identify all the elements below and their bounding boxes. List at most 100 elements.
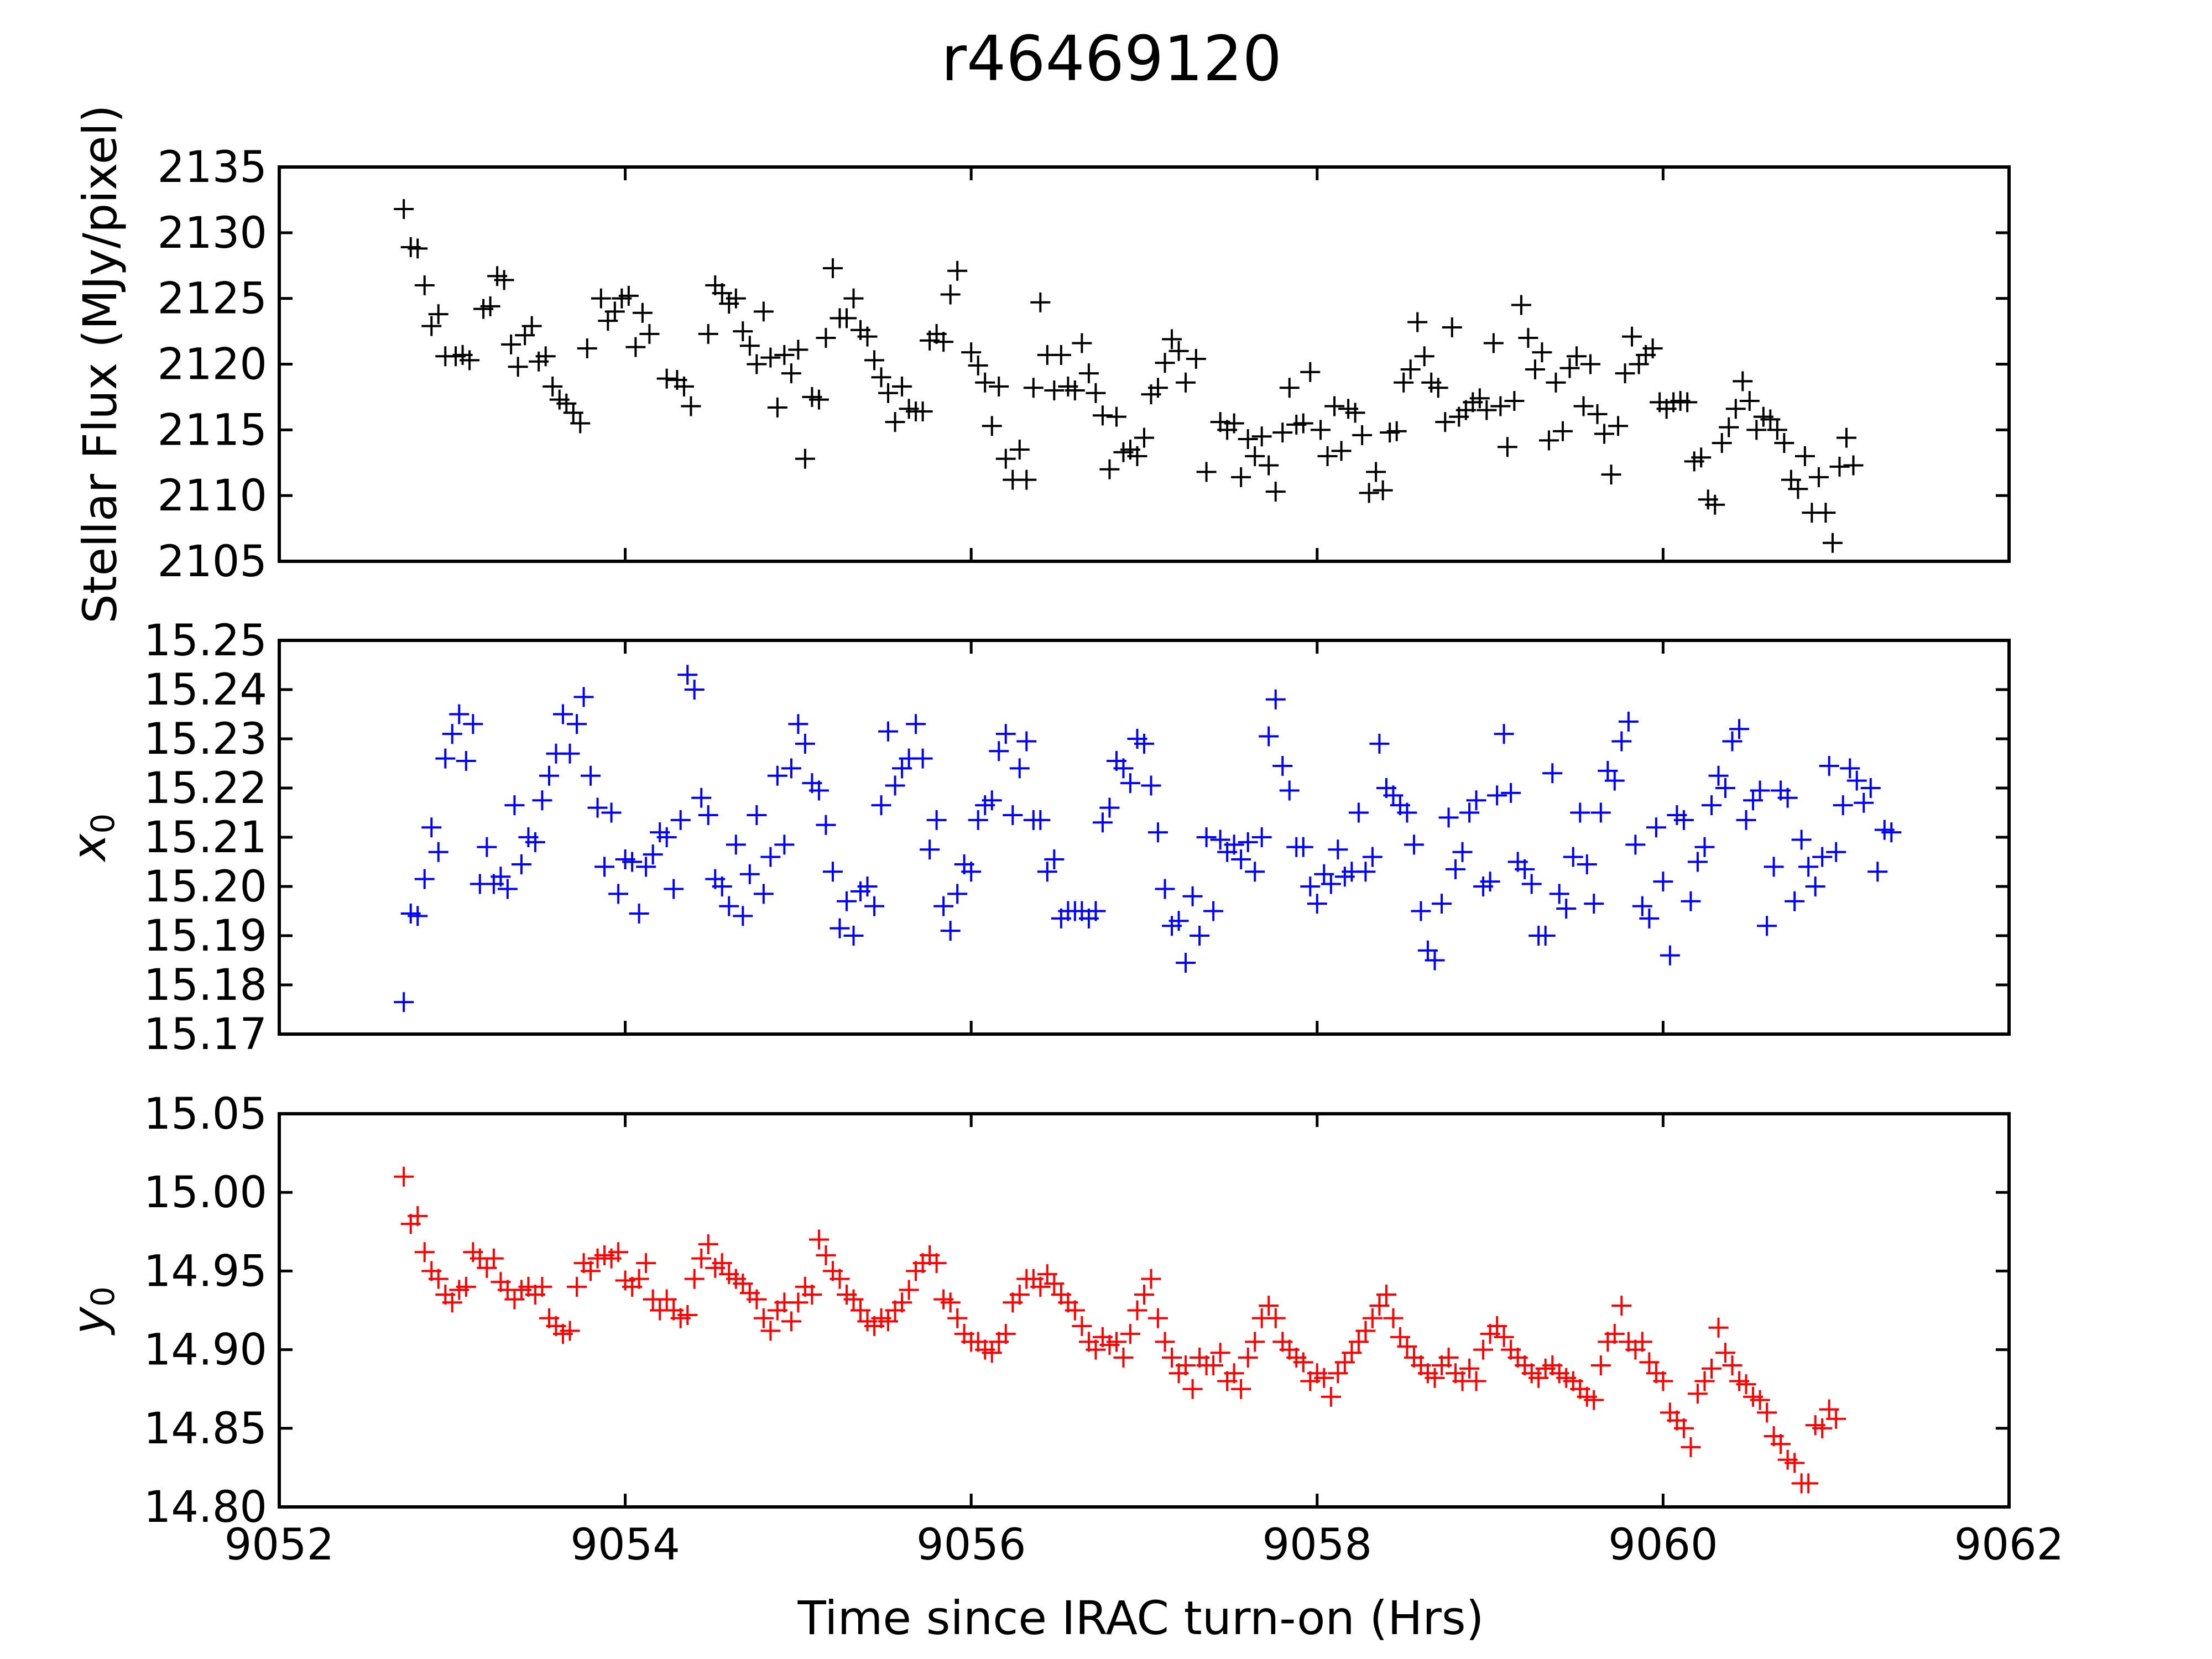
data-point [1317,446,1338,466]
data-point [1106,406,1126,427]
data-point [1653,872,1673,892]
data-point [414,275,435,295]
data-point [747,805,767,825]
data-point [1404,834,1424,855]
data-point [532,1276,552,1297]
data-point [1725,399,1746,419]
data-point [1411,901,1431,921]
data-point [1570,802,1590,823]
data-point [1376,1285,1396,1305]
data-point [947,260,968,281]
data-point [1483,333,1504,353]
data-point [1556,899,1577,919]
data-point [1030,810,1051,830]
data-point [1190,926,1210,946]
data-point [408,906,428,926]
data-point [1584,1390,1604,1410]
data-point [1826,1408,1846,1429]
data-point [1757,1402,1777,1423]
data-point [532,790,552,811]
data-point [1293,837,1313,857]
data-point [1477,400,1497,420]
data-point [1293,413,1313,434]
panel-x0: 15.1715.1815.1915.2015.2115.2215.2315.24… [62,616,2011,1060]
data-point [1705,494,1725,515]
data-point [421,316,442,336]
data-point [1677,392,1698,413]
data-point [1134,427,1154,448]
data-point [1701,795,1721,816]
data-point [1673,1418,1694,1438]
data-point [816,815,836,835]
data-point [802,1285,822,1305]
data-point [1086,901,1106,921]
data-point [1120,1324,1140,1344]
data-point [1494,724,1514,744]
data-point [1176,1355,1196,1376]
data-point [1511,295,1531,315]
data-point [463,714,483,734]
data-point [684,680,705,700]
data-point [1473,1339,1494,1360]
data-point [698,1234,718,1255]
data-point [1203,901,1224,921]
data-point [567,714,587,734]
y-tick-label: 15.25 [144,616,267,666]
data-point [1452,842,1473,862]
data-point [1086,383,1106,403]
data-point [892,1292,912,1313]
data-point [1494,1327,1514,1347]
data-point [1521,874,1542,894]
data-point [670,810,691,830]
series-x0 [394,665,1902,1013]
data-point [808,389,829,410]
data-point [1113,758,1134,779]
data-point [1805,877,1825,896]
data-point [1078,363,1099,384]
data-point [1186,348,1206,369]
data-point [1501,782,1521,803]
data-point [435,748,456,769]
data-point [1646,817,1666,838]
data-point [912,401,933,422]
data-point [1044,1274,1065,1294]
data-point [1265,482,1286,502]
y-tick-label: 2125 [157,274,267,324]
x-tick-label: 9058 [1262,1520,1373,1570]
axes-frame [278,1112,2011,1509]
y-tick-label: 15.24 [144,665,267,715]
data-point [1383,1308,1404,1328]
data-point [508,357,528,377]
data-point [774,834,795,855]
data-point [1694,1371,1715,1391]
data-point [1719,417,1739,437]
data-point [477,837,497,857]
data-point [989,741,1009,761]
data-point [1736,810,1756,830]
data-point [1279,780,1300,801]
data-point [1618,711,1639,732]
y-tick-label: 14.90 [144,1326,267,1375]
data-point [442,724,462,744]
data-point [1359,483,1379,503]
data-point [1712,433,1732,453]
data-point [843,1289,864,1310]
data-point [1552,421,1573,441]
data-point [1881,822,1902,843]
data-point [871,367,891,388]
data-point [1771,1434,1791,1454]
data-point [691,787,712,808]
data-point [1272,422,1293,443]
data-point [1764,857,1784,877]
data-point [781,1311,801,1332]
data-point [677,1305,698,1326]
data-point [1348,1332,1369,1352]
data-point [1168,911,1189,931]
data-point [995,724,1016,744]
data-point [460,350,480,371]
data-point [739,864,760,884]
data-point [781,363,801,384]
data-point [1231,1379,1251,1399]
y-tick-label: 14.85 [144,1404,267,1454]
data-point [1798,1473,1819,1494]
